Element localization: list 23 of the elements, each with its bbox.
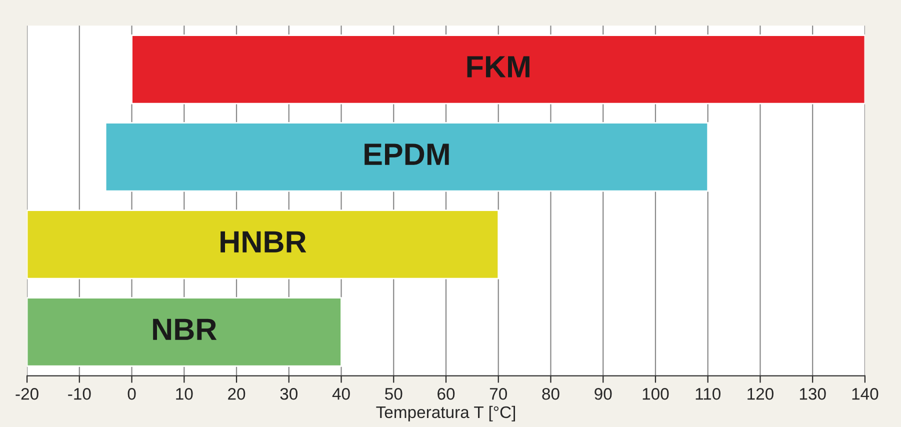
x-tick-label: -20 (16, 388, 38, 400)
x-tick-label: 140 (852, 388, 878, 400)
x-tick-label: 30 (280, 388, 298, 400)
x-tick-label: 80 (542, 388, 560, 400)
y-tick-label: EPDM (364, 144, 449, 165)
x-tick-label: 90 (594, 388, 612, 400)
x-tick-label: 20 (228, 388, 246, 400)
x-tick-label: 110 (696, 388, 720, 400)
x-tick-label: 120 (748, 388, 774, 400)
bar (104, 122, 709, 192)
y-tick-label: NBR (153, 318, 217, 340)
x-tick-label: 10 (176, 388, 193, 400)
x-tick-label: 50 (385, 388, 402, 400)
y-tick-label: HNBR (220, 231, 306, 252)
x-tick-label: 70 (490, 388, 507, 400)
x-axis-title: Temperatura T [°C] (376, 406, 515, 422)
x-tick-label: -10 (68, 388, 91, 400)
y-tick-label: FKM (467, 56, 530, 78)
x-tick-label: 0 (128, 388, 136, 400)
x-tick-label: 130 (800, 388, 826, 400)
x-tick-label: 60 (438, 388, 455, 400)
x-tick-label: 100 (642, 388, 669, 400)
x-tick-label: 40 (332, 388, 350, 400)
